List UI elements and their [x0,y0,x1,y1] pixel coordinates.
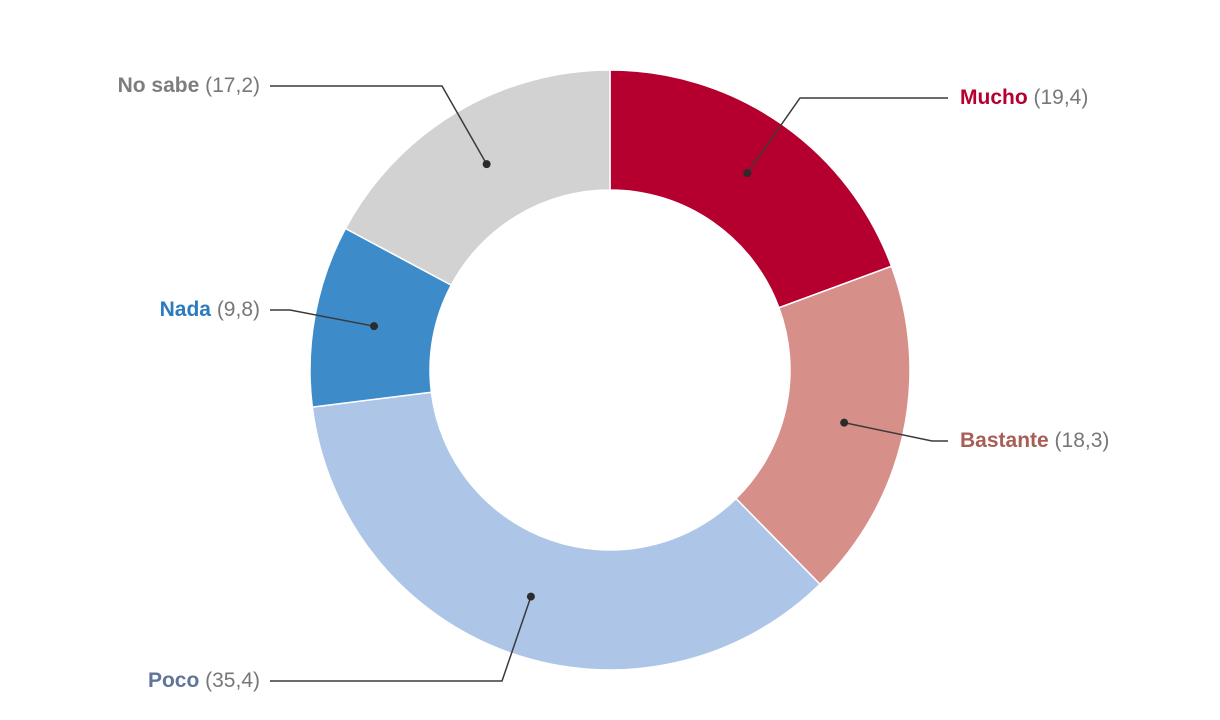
slice-label-value: (17,2) [199,74,260,97]
slice-label: Mucho (19,4) [960,86,1088,109]
slice-labels: Mucho (19,4) Bastante (18,3) Poco (35,4) Na… [118,74,1110,692]
slice-no-sabe [344,69,611,287]
leader-dot [482,160,491,169]
leader-dot [526,592,535,601]
slice-label-value: (9,8) [211,298,260,321]
leader-line [270,309,375,327]
slice-label-value: (35,4) [199,669,260,692]
slice-label-name: Mucho [960,86,1028,109]
slice-label: No sabe (17,2) [118,74,260,97]
donut-slices [309,69,911,671]
leader-line [270,85,488,165]
slice-label-name: No sabe [118,74,200,97]
leader-line [270,596,532,682]
slice-label-name: Poco [148,669,199,692]
slice-label-value: (18,3) [1049,429,1110,452]
slice-label: Nada (9,8) [160,298,260,321]
slice-label: Poco (35,4) [148,669,260,692]
slice-label: Bastante (18,3) [960,429,1109,452]
leader-dot [743,169,752,178]
slice-label-name: Nada [160,298,212,321]
leader-line [843,421,948,442]
slice-label-name: Bastante [960,429,1049,452]
slice-bastante [734,265,911,586]
slice-label-value: (19,4) [1028,86,1089,109]
slice-poco [311,391,822,671]
leader-dot [370,322,379,331]
slice-mucho [609,69,893,309]
leader-dot [840,418,849,427]
leader-lines [270,85,948,682]
leader-line [746,97,948,174]
